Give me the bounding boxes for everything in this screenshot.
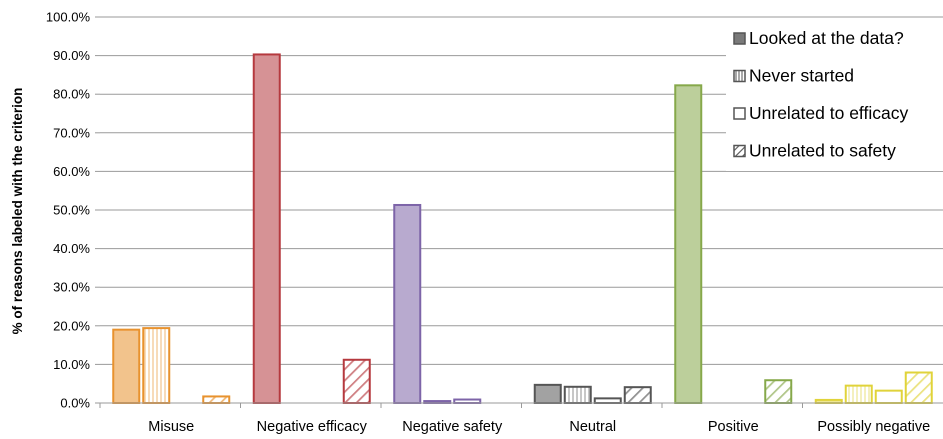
x-category-label: Possibly negative [817,419,930,435]
bar-2-0 [393,203,422,404]
x-category-label: Negative efficacy [257,419,368,435]
y-axis-ticks: 0.0% 10.0% 20.0% 30.0% 40.0% 50.0% 60.0% 70.0% 8… [46,10,100,411]
bar-3-3 [623,386,652,405]
bar-4-3 [764,379,793,405]
y-tick-label: 100.0% [46,10,91,25]
y-tick-label: 10.0% [53,357,90,372]
bar-4-0 [674,84,703,405]
bar-3-1 [563,385,592,404]
y-tick-label: 60.0% [53,164,90,179]
bar-0-1 [142,327,171,404]
x-category-label: Negative safety [402,419,503,435]
x-axis [99,402,943,408]
y-tick-label: 30.0% [53,280,90,295]
legend-background [726,19,943,171]
bar-3-2 [593,397,622,405]
bar-5-1 [844,384,873,405]
y-tick-label: 20.0% [53,318,90,333]
x-category-label: Neutral [569,419,616,435]
x-category-label: Misuse [148,419,194,435]
bar-0-3 [202,395,231,404]
y-tick-label: 80.0% [53,87,90,102]
bar-1-0 [252,53,281,405]
legend-label: Never started [749,66,854,86]
y-tick-label: 70.0% [53,125,90,140]
gridlines [100,16,943,365]
x-category-label: Positive [708,419,759,435]
y-tick-label: 90.0% [53,48,90,63]
bar-0-0 [112,328,141,404]
bar-5-2 [874,389,903,405]
y-tick-label: 0.0% [60,396,90,411]
x-axis-categories: Misuse Negative efficacy Negative safety Ne… [148,419,930,435]
bar-5-3 [904,371,933,405]
y-tick-label: 50.0% [53,203,90,218]
legend-swatch [733,107,746,120]
y-tick-label: 40.0% [53,241,90,256]
legend-swatch [733,69,746,83]
bar-1-3 [342,358,371,405]
bar-2-2 [453,398,482,405]
legend-label: Looked at the data? [749,28,904,48]
legend-label: Unrelated to efficacy [749,103,908,123]
legend-swatch [733,32,746,45]
bars [112,53,933,405]
y-axis-label: % of reasons labeled with the criterion [10,88,25,335]
legend-swatch [733,144,746,158]
legend: Looked at the data? Never started Unrelate… [726,19,943,171]
bar-3-0 [533,383,562,405]
legend-label: Unrelated to safety [749,141,896,161]
